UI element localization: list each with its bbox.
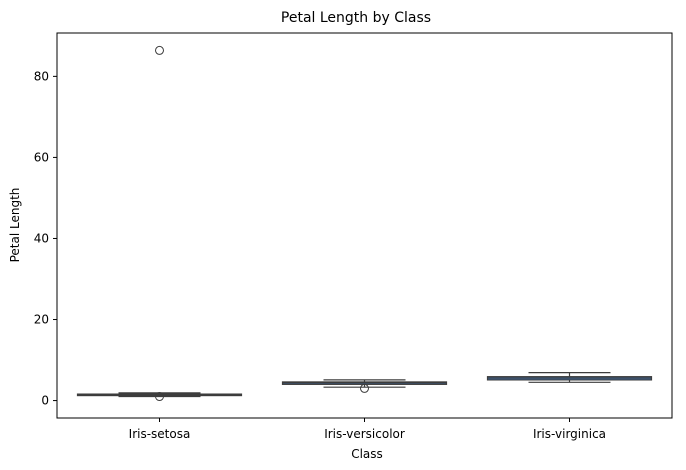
- outlier-point: [155, 45, 164, 55]
- y-axis-label: Petal Length: [8, 188, 22, 263]
- box-group: [76, 45, 243, 402]
- chart-title: Petal Length by Class: [281, 10, 431, 26]
- y-tick-label: 20: [34, 313, 49, 327]
- y-tick-label: 80: [34, 69, 49, 83]
- x-axis-ticks: Iris-setosa Iris-versicolor Iris-virginica: [129, 418, 606, 441]
- x-tick-label: Iris-virginica: [533, 427, 606, 441]
- box-series: [76, 45, 653, 402]
- outlier-point: [360, 383, 369, 393]
- y-tick-label: 0: [41, 394, 49, 408]
- outlier-point: [155, 392, 164, 402]
- y-axis-ticks: 0 20 40 60 80: [34, 69, 57, 408]
- y-tick-label: 40: [34, 231, 49, 245]
- box-group: [486, 372, 653, 383]
- x-axis-label: Class: [351, 447, 383, 461]
- plot-area-frame: [56, 32, 673, 419]
- y-tick-label: 60: [34, 150, 49, 164]
- x-tick-label: Iris-setosa: [129, 427, 191, 441]
- x-tick-label: Iris-versicolor: [324, 427, 405, 441]
- box-group: [281, 379, 448, 393]
